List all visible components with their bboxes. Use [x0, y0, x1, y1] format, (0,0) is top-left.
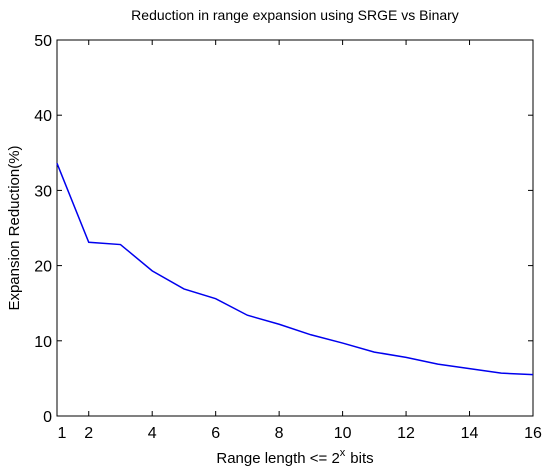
x-label-base: Range length <= 2 [216, 450, 339, 467]
x-tick-label: 16 [524, 425, 542, 442]
x-tick-label: 8 [275, 425, 284, 442]
x-tick-label: 12 [397, 425, 415, 442]
y-tick-label: 40 [34, 108, 52, 125]
x-label-suffix: bits [350, 450, 373, 467]
data-line [56, 163, 534, 376]
y-tick-label: 20 [34, 259, 52, 276]
x-label-sup: x [340, 447, 346, 459]
x-tick-label: 4 [148, 425, 157, 442]
x-tick-label: 6 [211, 425, 220, 442]
x-tick-label: 2 [84, 425, 93, 442]
y-tick-label: 50 [34, 33, 52, 50]
x-axis-label: Range length <= 2x bits [216, 447, 373, 467]
axes-box [56, 39, 534, 417]
x-tick-label: 10 [334, 425, 352, 442]
y-axis-label: Expansion Reduction(%) [6, 145, 23, 310]
chart-title: Reduction in range expansion using SRGE … [131, 7, 459, 23]
y-tick-label: 10 [34, 334, 52, 351]
x-tick-label: 14 [461, 425, 479, 442]
y-tick-label: 0 [43, 409, 52, 426]
x-tick-label: 1 [58, 425, 67, 442]
y-tick-label: 30 [34, 183, 52, 200]
